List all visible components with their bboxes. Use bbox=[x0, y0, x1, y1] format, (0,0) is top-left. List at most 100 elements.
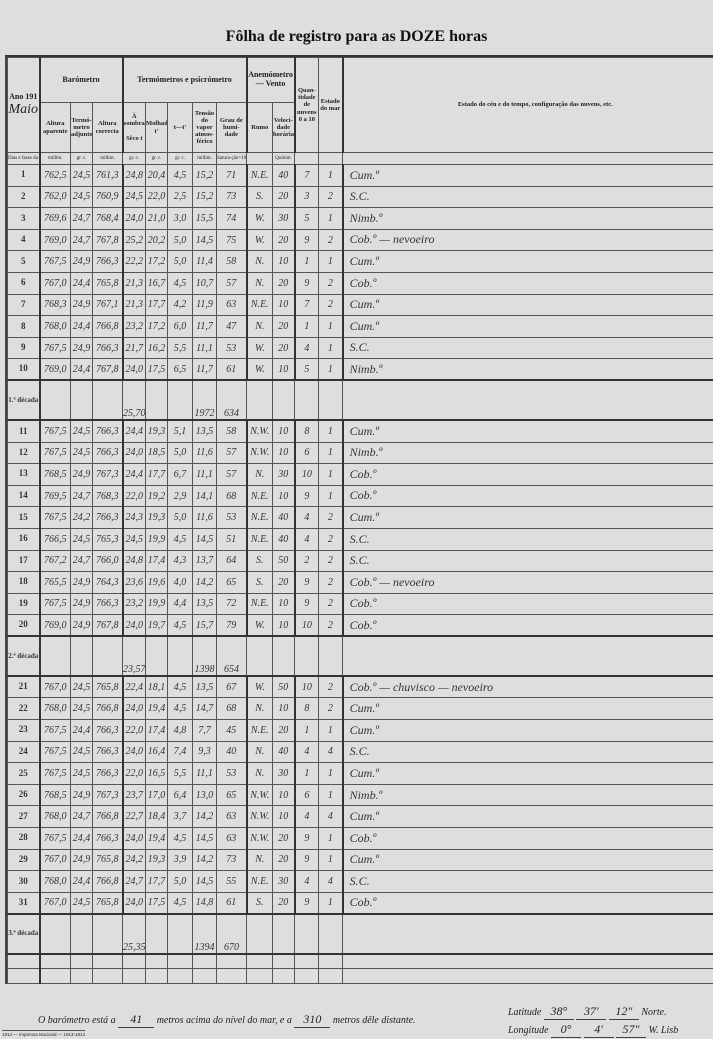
day-number: 11 bbox=[8, 420, 40, 442]
apparent-height-cell: 767,5 bbox=[40, 251, 71, 273]
vapor-tension-cell: 10,7 bbox=[193, 272, 217, 294]
wind-direction-cell: N.E. bbox=[247, 528, 273, 550]
wind-speed-cell: 10 bbox=[273, 698, 295, 720]
vapor-tension-cell: 15,2 bbox=[193, 186, 217, 208]
day-number: 27 bbox=[8, 806, 40, 828]
blank-cell bbox=[247, 969, 273, 984]
wet-bulb-cell: 17,7 bbox=[146, 464, 168, 486]
humidity-cell: 72 bbox=[217, 593, 247, 615]
blank-cell bbox=[8, 969, 40, 984]
cloud-amount-cell: 4 bbox=[295, 741, 319, 763]
decade-dry-bulb: 23,57 bbox=[123, 636, 146, 676]
wet-bulb-cell: 17,4 bbox=[146, 550, 168, 572]
blank-cell bbox=[123, 969, 146, 984]
wet-bulb-cell: 19,3 bbox=[146, 849, 168, 871]
attached-thermometer-cell: 24,7 bbox=[71, 208, 93, 230]
humidity-cell: 61 bbox=[217, 359, 247, 381]
corrected-height-cell: 765,3 bbox=[93, 528, 123, 550]
corrected-height-cell: 767,8 bbox=[93, 359, 123, 381]
cloud-amount-cell: 10 bbox=[295, 464, 319, 486]
wind-speed-cell: 40 bbox=[273, 165, 295, 187]
corrected-height-cell: 764,3 bbox=[93, 572, 123, 594]
blank-cell bbox=[193, 954, 217, 969]
humidity-cell: 57 bbox=[217, 272, 247, 294]
difference-header: t—t' bbox=[168, 103, 193, 153]
cloud-amount-cell: 3 bbox=[295, 186, 319, 208]
sea-state-cell: 4 bbox=[319, 741, 343, 763]
wind-direction-cell: S. bbox=[247, 186, 273, 208]
humidity-cell: 53 bbox=[217, 763, 247, 785]
unit-label: millim. bbox=[93, 153, 123, 165]
decade-apparent-height bbox=[40, 914, 71, 954]
sky-state-cell: S.C. bbox=[343, 550, 713, 572]
blank-cell bbox=[71, 954, 93, 969]
dry-bulb-cell: 22,7 bbox=[123, 806, 146, 828]
apparent-height-cell: 767,0 bbox=[40, 272, 71, 294]
attached-thermometer-cell: 24,7 bbox=[71, 229, 93, 251]
sky-state-cell: Nimb.º bbox=[343, 442, 713, 464]
apparent-height-cell: 767,0 bbox=[40, 892, 71, 914]
wet-bulb-cell: 19,3 bbox=[146, 507, 168, 529]
difference-cell: 5,5 bbox=[168, 763, 193, 785]
cloud-amount-cell: 4 bbox=[295, 871, 319, 893]
apparent-height-cell: 762,5 bbox=[40, 165, 71, 187]
wind-direction-cell: N. bbox=[247, 272, 273, 294]
wet-bulb-cell: 17,2 bbox=[146, 316, 168, 338]
difference-cell: 3,7 bbox=[168, 806, 193, 828]
cloud-amount-cell: 1 bbox=[295, 251, 319, 273]
corrected-height-cell: 766,8 bbox=[93, 806, 123, 828]
day-number: 10 bbox=[8, 359, 40, 381]
blank-cell bbox=[146, 969, 168, 984]
wind-speed-cell: 40 bbox=[273, 507, 295, 529]
decade-humidity: 670 bbox=[217, 914, 247, 954]
sea-state-cell: 2 bbox=[319, 698, 343, 720]
longitude-direction: W. Lisb bbox=[649, 1025, 679, 1036]
difference-cell: 4,8 bbox=[168, 720, 193, 742]
decade-attached-thermometer bbox=[71, 636, 93, 676]
sea-state-cell: 1 bbox=[319, 485, 343, 507]
difference-cell: 5,0 bbox=[168, 442, 193, 464]
attached-thermometer-cell: 24,5 bbox=[71, 165, 93, 187]
corrected-height-cell: 760,9 bbox=[93, 186, 123, 208]
blank-cell bbox=[168, 969, 193, 984]
vapor-tension-cell: 14,5 bbox=[193, 828, 217, 850]
humidity-cell: 61 bbox=[217, 892, 247, 914]
sea-state-cell: 1 bbox=[319, 420, 343, 442]
difference-cell: 5,0 bbox=[168, 871, 193, 893]
cloud-amount-cell: 5 bbox=[295, 208, 319, 230]
wind-direction-cell: W. bbox=[247, 359, 273, 381]
vapor-tension-cell: 13,5 bbox=[193, 420, 217, 442]
dry-bulb-cell: 24,4 bbox=[123, 464, 146, 486]
vapor-tension-cell: 11,4 bbox=[193, 251, 217, 273]
apparent-height-cell: 768,5 bbox=[40, 464, 71, 486]
sea-state-cell: 2 bbox=[319, 272, 343, 294]
sky-state-cell: Nimb.º bbox=[343, 784, 713, 806]
dry-bulb-cell: 25,2 bbox=[123, 229, 146, 251]
unit-label bbox=[295, 153, 319, 165]
wet-bulb-cell: 19,6 bbox=[146, 572, 168, 594]
sky-state-cell: Cob.º — nevoeiro bbox=[343, 572, 713, 594]
humidity-cell: 65 bbox=[217, 572, 247, 594]
sky-state-cell: S.C. bbox=[343, 741, 713, 763]
decade-sky-state bbox=[343, 914, 713, 954]
sky-state-cell: Nimb.º bbox=[343, 359, 713, 381]
sea-state-cell: 1 bbox=[319, 208, 343, 230]
wind-speed-cell: 10 bbox=[273, 806, 295, 828]
vapor-tension-cell: 13,5 bbox=[193, 676, 217, 698]
day-number: 31 bbox=[8, 892, 40, 914]
blank-cell bbox=[273, 969, 295, 984]
wind-speed-cell: 10 bbox=[273, 615, 295, 637]
corrected-height-cell: 766,3 bbox=[93, 763, 123, 785]
corrected-height-cell: 766,0 bbox=[93, 550, 123, 572]
unit-label: gr. c. bbox=[123, 153, 146, 165]
wind-direction-cell: N. bbox=[247, 316, 273, 338]
vapor-tension-cell: 14,8 bbox=[193, 892, 217, 914]
difference-cell: 4,5 bbox=[168, 676, 193, 698]
